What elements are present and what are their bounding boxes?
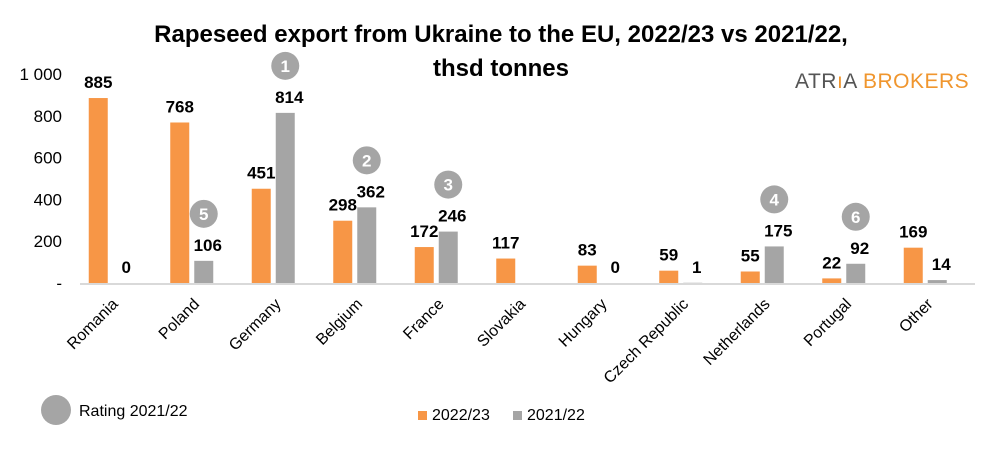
x-tick-label: France <box>400 296 447 343</box>
x-tick-label: Netherlands <box>701 296 774 369</box>
bar-2022-23 <box>251 188 271 283</box>
y-tick-label: 600 <box>34 149 62 168</box>
data-label: 106 <box>194 236 222 255</box>
data-label: 117 <box>492 234 519 253</box>
y-tick-label: - <box>56 274 62 293</box>
data-label: 83 <box>578 241 597 260</box>
bar-2022-23 <box>822 278 842 283</box>
data-label: 814 <box>275 88 304 107</box>
rating-circle <box>271 51 300 80</box>
bar-2022-23 <box>577 265 597 283</box>
rating-number: 6 <box>851 208 860 227</box>
bar-2021-22 <box>275 112 295 284</box>
rating-number: 3 <box>444 176 453 195</box>
bar-2022-23 <box>903 247 923 283</box>
bar-2021-22 <box>438 231 458 283</box>
data-label: 55 <box>741 247 760 266</box>
rating-circle <box>760 185 789 214</box>
data-label: 92 <box>850 239 869 258</box>
bar-2021-22 <box>846 263 866 283</box>
data-label: 169 <box>899 223 927 242</box>
x-tick-label: Portugal <box>801 296 855 350</box>
data-label: 885 <box>84 73 112 92</box>
rating-legend-label: Rating 2021/22 <box>79 403 188 420</box>
x-tick-label: Germany <box>226 296 285 355</box>
bar-2022-23 <box>414 247 434 283</box>
data-label: 246 <box>438 207 466 226</box>
rating-number: 2 <box>362 151 371 170</box>
legend-label: 2022/23 <box>432 407 490 424</box>
rating-circle <box>352 146 381 175</box>
bar-2021-22 <box>194 260 214 283</box>
bar-2022-23 <box>740 271 760 283</box>
data-label: 0 <box>122 258 131 277</box>
x-tick-label: Belgium <box>313 296 366 349</box>
x-tick-label: Romania <box>64 296 121 353</box>
data-label: 362 <box>357 182 385 201</box>
legend-swatch <box>513 411 522 420</box>
bar-2021-22 <box>764 246 784 283</box>
x-tick-label: Slovakia <box>474 296 529 351</box>
bar-2022-23 <box>333 220 353 283</box>
bar-2022-23 <box>496 258 516 283</box>
data-label: 22 <box>822 253 841 272</box>
bar-2022-23 <box>659 270 679 283</box>
bar-2021-22 <box>357 207 377 283</box>
rating-circle <box>841 202 870 231</box>
rating-number: 4 <box>770 190 780 209</box>
data-label: 768 <box>166 97 194 116</box>
data-label: 451 <box>247 164 275 183</box>
bar-2021-22 <box>927 280 947 283</box>
rating-circle <box>189 199 218 228</box>
rating-legend-icon <box>41 395 71 425</box>
data-label: 59 <box>659 246 678 265</box>
data-label: 14 <box>932 255 951 274</box>
data-label: 298 <box>329 196 357 215</box>
legend-label: 2021/22 <box>527 407 585 424</box>
data-label: 172 <box>410 222 438 241</box>
data-label: 1 <box>692 258 701 277</box>
y-tick-label: 400 <box>34 190 62 209</box>
legend-swatch <box>418 411 427 420</box>
atria-brokers-logo: ATRıA BROKERS <box>795 70 970 93</box>
y-tick-label: 1 000 <box>19 65 62 84</box>
x-tick-label: Czech Republic <box>601 296 692 387</box>
bar-2022-23 <box>88 98 108 283</box>
rating-number: 1 <box>281 57 290 76</box>
x-tick-label: Poland <box>156 296 203 343</box>
chart-title: Rapeseed export from Ukraine to the EU, … <box>154 21 848 82</box>
rating-number: 5 <box>199 205 208 224</box>
x-tick-label: Other <box>896 295 937 336</box>
data-label: 175 <box>764 221 792 240</box>
x-tick-label: Hungary <box>556 296 611 351</box>
bar-2022-23 <box>170 122 190 283</box>
data-label: 0 <box>611 258 620 277</box>
rating-circle <box>434 170 463 199</box>
y-tick-label: 200 <box>34 232 62 251</box>
y-tick-label: 800 <box>34 107 62 126</box>
